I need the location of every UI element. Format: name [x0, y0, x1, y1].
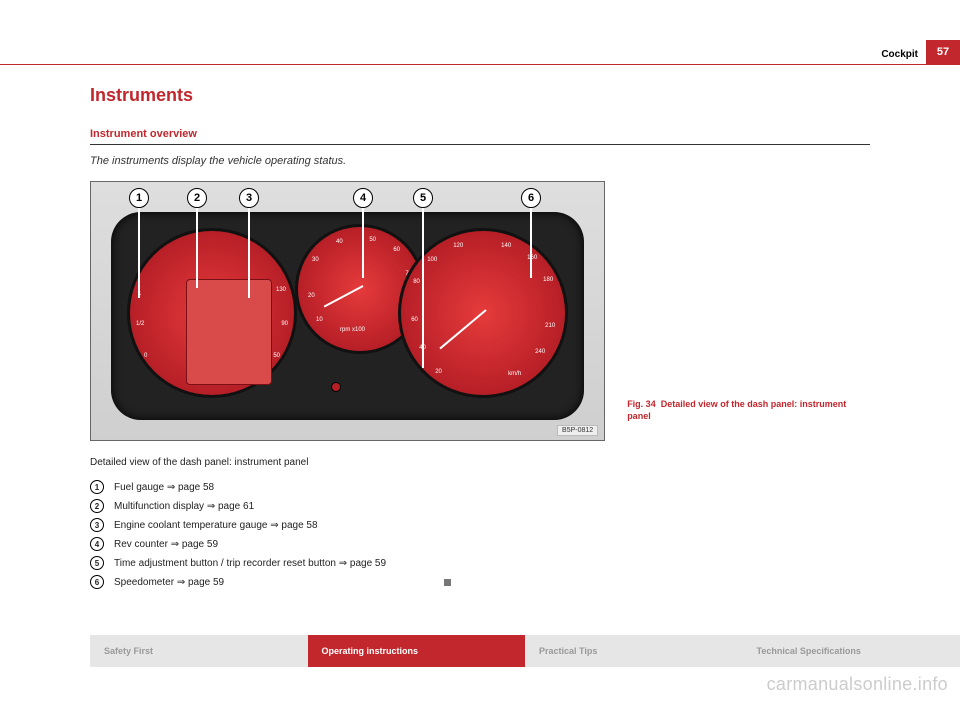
- trip-reset-button: [331, 382, 341, 392]
- watermark: carmanualsonline.info: [767, 674, 948, 695]
- cluster-housing: 1 1/2 0 130 90 50 10 20 30 40 50 60 70 8…: [111, 212, 584, 420]
- tab-operating-instructions[interactable]: Operating instructions: [308, 635, 526, 667]
- item-number: 2: [90, 499, 104, 513]
- item-number: 4: [90, 537, 104, 551]
- legend-list: 1 Fuel gauge ⇒ page 58 2 Multifunction d…: [90, 480, 870, 589]
- list-item: 5 Time adjustment button / trip recorder…: [90, 556, 870, 570]
- fuel-temp-gauge: 1 1/2 0 130 90 50: [127, 228, 297, 398]
- item-text: Engine coolant temperature gauge ⇒ page …: [114, 520, 318, 531]
- callout-line-6: [530, 208, 532, 278]
- callout-line-1: [138, 208, 140, 298]
- footer-tabs: Safety First Operating instructions Prac…: [90, 635, 960, 667]
- callout-1: 1: [129, 188, 149, 208]
- item-text: Multifunction display ⇒ page 61: [114, 501, 254, 512]
- callout-5: 5: [413, 188, 433, 208]
- speedometer-gauge: 20 40 60 80 100 120 140 160 180 210 240 …: [398, 228, 568, 398]
- callout-line-5: [422, 208, 424, 368]
- instrument-panel-figure: 1 2 3 4 5 6 1 1/2 0 130 90 50: [90, 181, 605, 441]
- callout-line-4: [362, 208, 364, 278]
- item-number: 6: [90, 575, 104, 589]
- multifunction-display: [186, 279, 272, 385]
- figure-label: Fig. 34: [627, 399, 656, 409]
- section-label: Cockpit: [881, 49, 926, 64]
- subsection-title: Instrument overview: [90, 128, 870, 145]
- item-number: 3: [90, 518, 104, 532]
- page-number: 57: [937, 46, 949, 58]
- callout-6: 6: [521, 188, 541, 208]
- page-number-box: 57: [926, 40, 960, 64]
- list-item: 3 Engine coolant temperature gauge ⇒ pag…: [90, 518, 870, 532]
- callout-2: 2: [187, 188, 207, 208]
- item-number: 1: [90, 480, 104, 494]
- callout-line-2: [196, 208, 198, 288]
- tab-practical-tips[interactable]: Practical Tips: [525, 635, 743, 667]
- detail-caption: Detailed view of the dash panel: instrum…: [90, 457, 870, 468]
- speedo-needle: [440, 309, 487, 349]
- page-title: Instruments: [90, 85, 870, 106]
- item-text: Time adjustment button / trip recorder r…: [114, 558, 386, 569]
- image-ref-tag: B5P-0812: [557, 425, 598, 436]
- figure-caption-body: Detailed view of the dash panel: instrum…: [627, 399, 846, 422]
- item-text: Speedometer ⇒ page 59: [114, 577, 224, 588]
- figure-caption: Fig. 34 Detailed view of the dash panel:…: [627, 398, 870, 441]
- content-area: Instruments Instrument overview The inst…: [0, 65, 960, 589]
- item-number: 5: [90, 556, 104, 570]
- lead-text: The instruments display the vehicle oper…: [90, 155, 870, 167]
- page-header: Cockpit 57: [0, 40, 960, 64]
- tab-technical-specifications[interactable]: Technical Specifications: [743, 635, 960, 667]
- section-end-marker: [444, 579, 451, 586]
- list-item: 1 Fuel gauge ⇒ page 58: [90, 480, 870, 494]
- item-text: Fuel gauge ⇒ page 58: [114, 482, 214, 493]
- list-item: 2 Multifunction display ⇒ page 61: [90, 499, 870, 513]
- callout-4: 4: [353, 188, 373, 208]
- figure-row: 1 2 3 4 5 6 1 1/2 0 130 90 50: [90, 181, 870, 441]
- callout-line-3: [248, 208, 250, 298]
- callout-3: 3: [239, 188, 259, 208]
- tach-needle: [324, 285, 364, 307]
- item-text: Rev counter ⇒ page 59: [114, 539, 218, 550]
- tab-safety-first[interactable]: Safety First: [90, 635, 308, 667]
- list-item: 4 Rev counter ⇒ page 59: [90, 537, 870, 551]
- list-item: 6 Speedometer ⇒ page 59: [90, 575, 870, 589]
